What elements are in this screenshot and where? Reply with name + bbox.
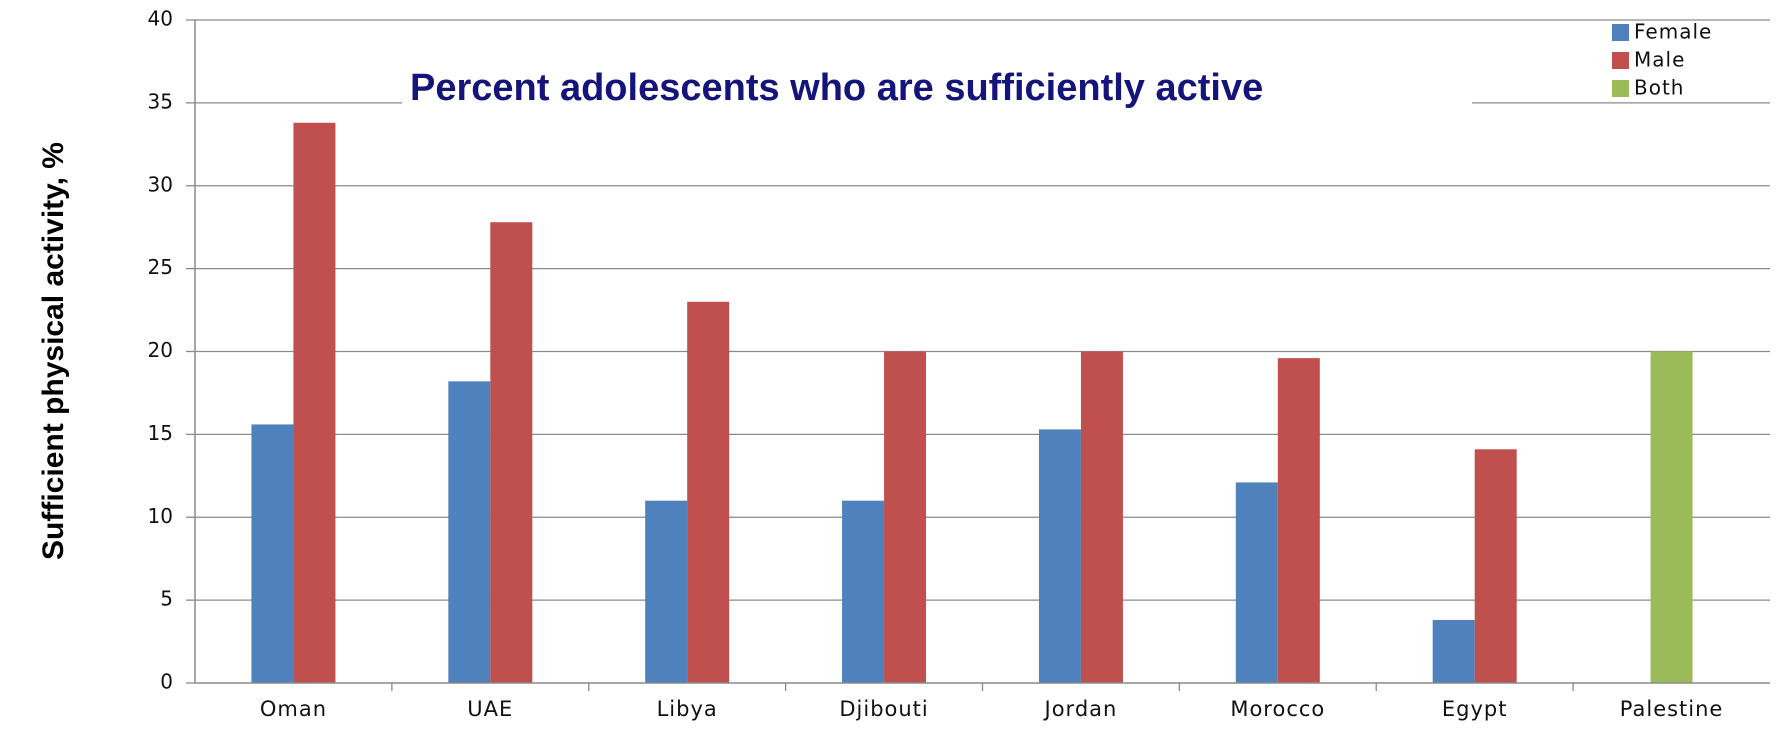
x-tick-label: Jordan	[1043, 697, 1118, 721]
legend-label-female: Female	[1634, 20, 1712, 44]
legend-swatch-both	[1612, 80, 1629, 97]
y-tick-labels: 0 5 10 15 20 25 30 35 40	[148, 7, 173, 694]
y-tick-label: 20	[148, 338, 173, 362]
x-tick-label: Libya	[657, 697, 718, 721]
y-tick-label: 25	[148, 255, 173, 279]
bar-oman-male	[293, 122, 336, 683]
y-tick-label: 15	[148, 421, 173, 445]
y-tick-label: 40	[148, 7, 173, 31]
bar-djibouti-female	[842, 500, 885, 683]
legend: Female Male Both	[1612, 20, 1712, 100]
y-tick-label: 35	[148, 89, 173, 113]
bar-morocco-female	[1235, 482, 1278, 683]
legend-label-both: Both	[1634, 76, 1684, 100]
bar-egypt-male	[1474, 449, 1517, 683]
y-tick-label: 10	[148, 504, 173, 528]
bar-jordan-male	[1080, 351, 1123, 683]
axes	[186, 19, 1770, 691]
bar-egypt-female	[1432, 620, 1475, 683]
bar-uae-male	[490, 222, 533, 683]
bar-uae-female	[448, 381, 491, 683]
legend-label-male: Male	[1634, 48, 1685, 72]
legend-swatch-male	[1612, 52, 1629, 69]
title-background	[402, 52, 1472, 124]
y-tick-label: 5	[160, 587, 173, 611]
y-tick-label: 30	[148, 172, 173, 196]
y-tick-label: 0	[160, 670, 173, 694]
bar-jordan-female	[1038, 429, 1081, 683]
x-tick-labels: Oman UAE Libya Djibouti Jordan Morocco Egypt Pa…	[260, 697, 1724, 721]
bars	[251, 122, 1693, 683]
x-tick-label: Morocco	[1230, 697, 1325, 721]
y-axis-label: Sufficient physical activity, %	[37, 142, 70, 560]
chart-title: Percent adolescents who are sufficiently…	[410, 67, 1263, 109]
bar-palestine-both	[1650, 351, 1693, 683]
bar-morocco-male	[1277, 358, 1320, 683]
bar-libya-female	[645, 500, 688, 683]
legend-swatch-female	[1612, 24, 1629, 41]
x-tick-label: Djibouti	[839, 697, 928, 721]
bar-libya-male	[687, 301, 730, 683]
bar-oman-female	[251, 424, 294, 683]
x-tick-label: Palestine	[1620, 697, 1724, 721]
x-tick-label: UAE	[467, 697, 513, 721]
x-tick-label: Oman	[260, 697, 327, 721]
x-tick-label: Egypt	[1442, 697, 1508, 721]
bar-djibouti-male	[884, 351, 927, 683]
